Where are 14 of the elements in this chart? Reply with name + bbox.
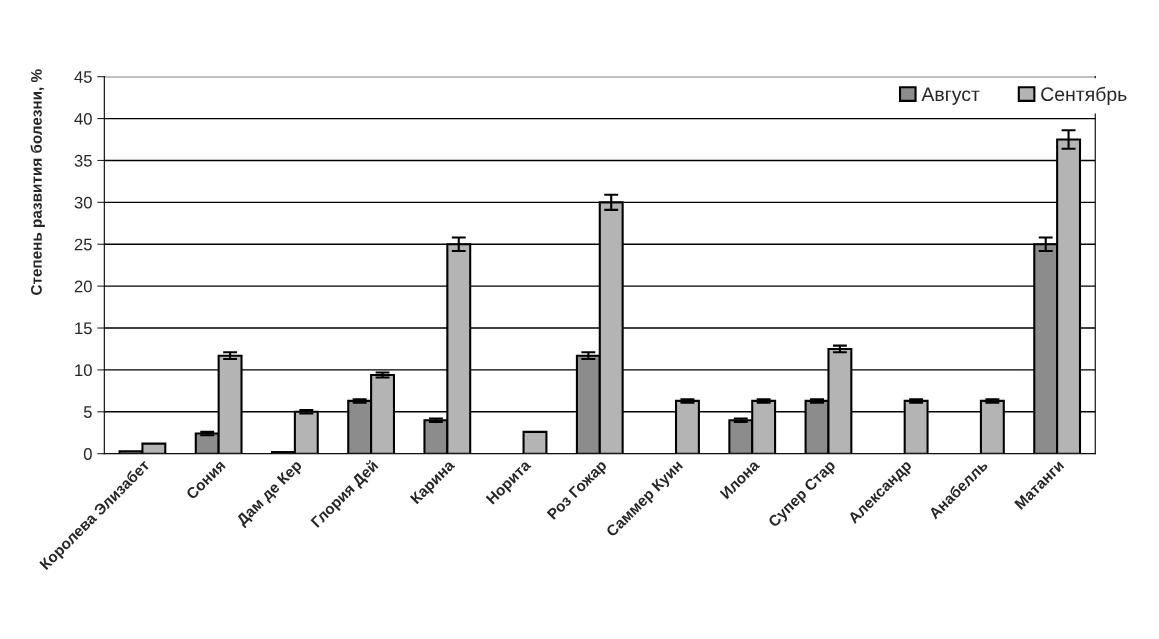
legend-label: Август bbox=[921, 87, 980, 105]
y-tick-label: 15 bbox=[75, 322, 92, 335]
y-tick-label: 30 bbox=[74, 196, 92, 209]
y-tick-label: 40 bbox=[74, 112, 92, 125]
y-tick-label: 35 bbox=[74, 154, 92, 167]
legend-label: Сентябрь bbox=[1041, 86, 1127, 105]
y-tick-label: 25 bbox=[74, 238, 92, 251]
y-tick-label: 20 bbox=[74, 280, 92, 293]
y-tick-label: 10 bbox=[75, 364, 92, 377]
y-tick-label: 5 bbox=[83, 406, 92, 418]
bar bbox=[522, 430, 548, 454]
y-axis-title: Степень развития болезни, % bbox=[30, 69, 45, 295]
y-tick-label: 0 bbox=[83, 448, 92, 460]
y-tick-label: 45 bbox=[74, 71, 92, 83]
